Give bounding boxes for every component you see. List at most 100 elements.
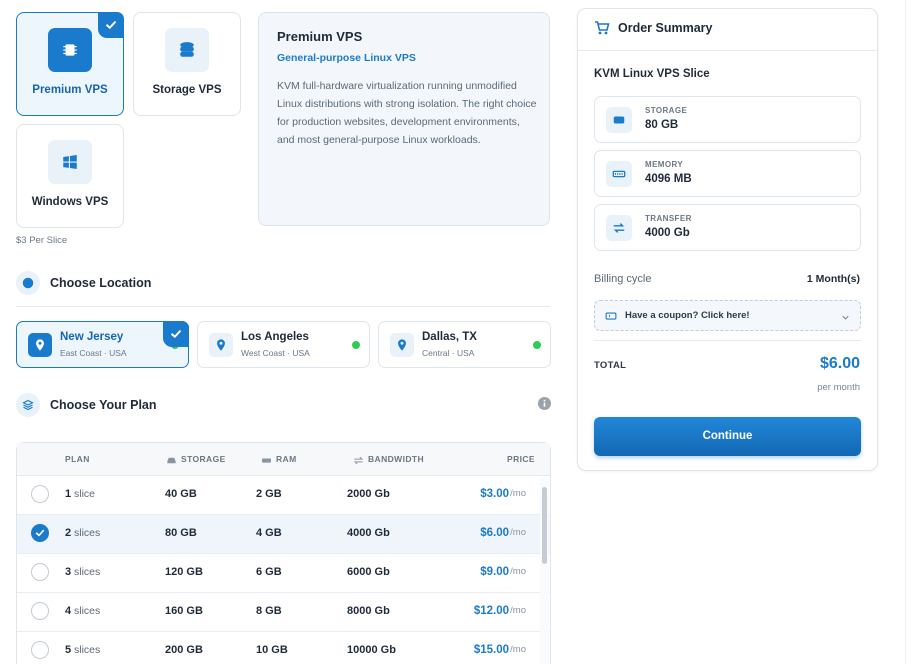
icon xyxy=(613,116,625,124)
icon xyxy=(35,529,45,537)
spec-label: STORAGE xyxy=(645,106,688,115)
radio[interactable] xyxy=(31,602,49,620)
icon xyxy=(842,315,849,320)
icon xyxy=(22,277,34,289)
icon-box xyxy=(165,28,209,72)
chevron xyxy=(840,310,851,328)
plan-count: 2 xyxy=(65,527,72,539)
plan-storage: 80 GB xyxy=(165,527,197,539)
total-label: TOTAL xyxy=(594,360,627,371)
icon xyxy=(63,155,77,169)
icon-box xyxy=(28,333,52,357)
icon xyxy=(171,330,181,338)
icon xyxy=(106,21,116,29)
selected-badge xyxy=(98,12,124,38)
plan-row[interactable] xyxy=(17,554,550,593)
plan-ram: 10 GB xyxy=(256,644,288,656)
cart-icon xyxy=(594,20,610,41)
location-region: West Coast · USA xyxy=(241,348,310,358)
column-icon xyxy=(261,453,272,471)
info-icon xyxy=(538,397,551,410)
table-header xyxy=(17,443,550,476)
summary-product: KVM Linux VPS Slice xyxy=(594,68,710,80)
icon-box xyxy=(606,107,632,133)
location-region: Central · USA xyxy=(422,348,475,358)
plan-unit: slices xyxy=(74,644,101,656)
plan-unit: slice xyxy=(74,488,96,500)
plan-unit: slices xyxy=(74,605,101,617)
continue-button[interactable]: Continue xyxy=(594,417,861,456)
icon xyxy=(613,223,625,233)
summary-title: Order Summary xyxy=(618,21,713,35)
column-icon xyxy=(166,453,177,471)
plan-row[interactable] xyxy=(17,476,550,515)
icon-box xyxy=(606,215,632,241)
plan-period: /mo xyxy=(510,566,526,577)
plan-row[interactable] xyxy=(17,515,550,554)
spec-label: TRANSFER xyxy=(645,214,692,223)
plan-unit: slices xyxy=(74,566,101,578)
plan-period: /mo xyxy=(510,488,526,499)
plan-storage: 120 GB xyxy=(165,566,203,578)
coupon-text: Have a coupon? Click here! xyxy=(625,310,750,321)
plan-unit: slices xyxy=(74,527,101,539)
divider xyxy=(594,340,861,341)
icon xyxy=(595,21,610,35)
coupon-box[interactable] xyxy=(594,300,861,331)
icon-box xyxy=(390,333,414,357)
icon xyxy=(262,458,271,463)
scrollbar-thumb xyxy=(542,487,547,564)
price-note: $3 Per Slice xyxy=(16,235,68,246)
radio[interactable] xyxy=(31,641,49,659)
plan-row[interactable] xyxy=(17,593,550,632)
radio[interactable] xyxy=(31,563,49,581)
column-header: RAM xyxy=(276,454,297,464)
spec-box xyxy=(594,150,861,197)
icon xyxy=(36,339,44,351)
plan-storage: 160 GB xyxy=(165,605,203,617)
page-edge xyxy=(905,0,906,664)
selected-badge xyxy=(163,321,189,347)
coupon-icon xyxy=(605,309,617,327)
column-header: PRICE xyxy=(507,454,535,464)
spec-box xyxy=(594,204,861,251)
icon xyxy=(22,399,34,411)
section-heading: Choose Your Plan xyxy=(50,398,157,412)
column-header: STORAGE xyxy=(181,454,226,464)
plan-price: $15.00 xyxy=(473,644,509,656)
icon xyxy=(180,42,194,57)
icon xyxy=(543,399,546,407)
plan-row[interactable] xyxy=(17,632,550,664)
plan-ram: 6 GB xyxy=(256,566,282,578)
billing-value: 1 Month(s) xyxy=(806,273,860,285)
spec-box xyxy=(594,96,861,143)
radio[interactable] xyxy=(31,524,49,542)
icon xyxy=(605,312,617,320)
icon xyxy=(63,44,77,56)
location-name: Los Angeles xyxy=(241,331,309,343)
icon xyxy=(353,456,364,465)
spec-value: 4000 Gb xyxy=(645,227,690,239)
plan-count: 1 xyxy=(65,488,72,500)
icon xyxy=(167,457,176,464)
icon xyxy=(217,339,225,351)
column-icon xyxy=(353,453,364,471)
icon xyxy=(398,339,406,351)
icon-box xyxy=(48,28,92,72)
plan-bandwidth: 2000 Gb xyxy=(347,488,390,500)
plan-period: /mo xyxy=(510,605,526,616)
icon-box xyxy=(16,393,40,417)
description-title: Premium VPS xyxy=(277,29,363,44)
location-name: Dallas, TX xyxy=(422,331,477,343)
status-dot xyxy=(533,341,541,349)
plan-bandwidth: 8000 Gb xyxy=(347,605,390,617)
plan-table xyxy=(16,442,551,664)
plan-count: 3 xyxy=(65,566,72,578)
plan-storage: 40 GB xyxy=(165,488,197,500)
divider xyxy=(16,306,550,307)
total-period: per month xyxy=(817,382,860,393)
location-region: East Coast · USA xyxy=(60,348,127,358)
plan-storage: 200 GB xyxy=(165,644,203,656)
radio[interactable] xyxy=(31,485,49,503)
